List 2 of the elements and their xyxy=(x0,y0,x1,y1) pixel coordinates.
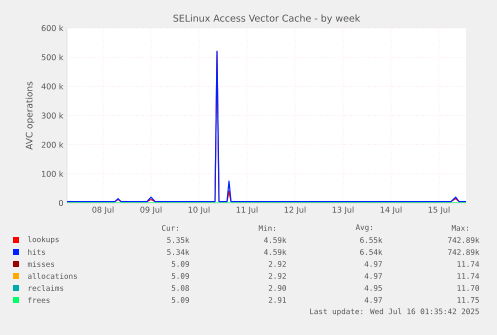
chart-title: SELinux Access Vector Cache - by week xyxy=(173,14,360,24)
y-axis-title: AVC operations xyxy=(26,82,34,150)
